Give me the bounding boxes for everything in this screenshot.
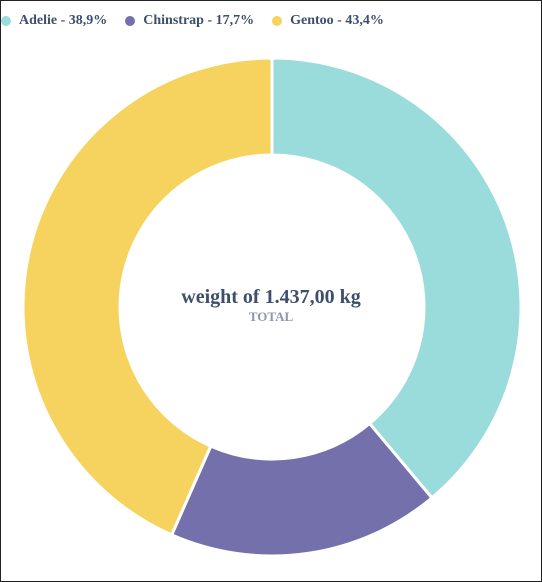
legend-label-chinstrap: Chinstrap - 17,7% — [143, 13, 255, 28]
total-weight-value: weight of 1.437,00 kg — [181, 286, 361, 308]
legend-label-adelie: Adelie - 38,9% — [19, 13, 108, 28]
legend-swatch-adelie — [1, 16, 11, 26]
donut-slice-gentoo[interactable] — [21, 56, 274, 537]
legend-item-gentoo[interactable]: Gentoo - 43,4% — [272, 13, 384, 29]
legend-swatch-gentoo — [272, 16, 283, 26]
donut-slice-adelie[interactable] — [270, 56, 523, 500]
legend-item-chinstrap[interactable]: Chinstrap - 17,7% — [125, 13, 254, 29]
legend-item-adelie[interactable]: Adelie - 38,9% — [1, 13, 107, 29]
total-caption: TOTAL — [248, 309, 294, 324]
legend-swatch-chinstrap — [125, 16, 136, 26]
center-label: weight of 1.437,00 kg TOTAL — [1, 285, 541, 325]
legend-label-gentoo: Gentoo - 43,4% — [290, 13, 384, 28]
legend: Adelie - 38,9% Chinstrap - 17,7% Gentoo … — [1, 13, 384, 29]
donut-slice-chinstrap[interactable] — [169, 421, 435, 558]
